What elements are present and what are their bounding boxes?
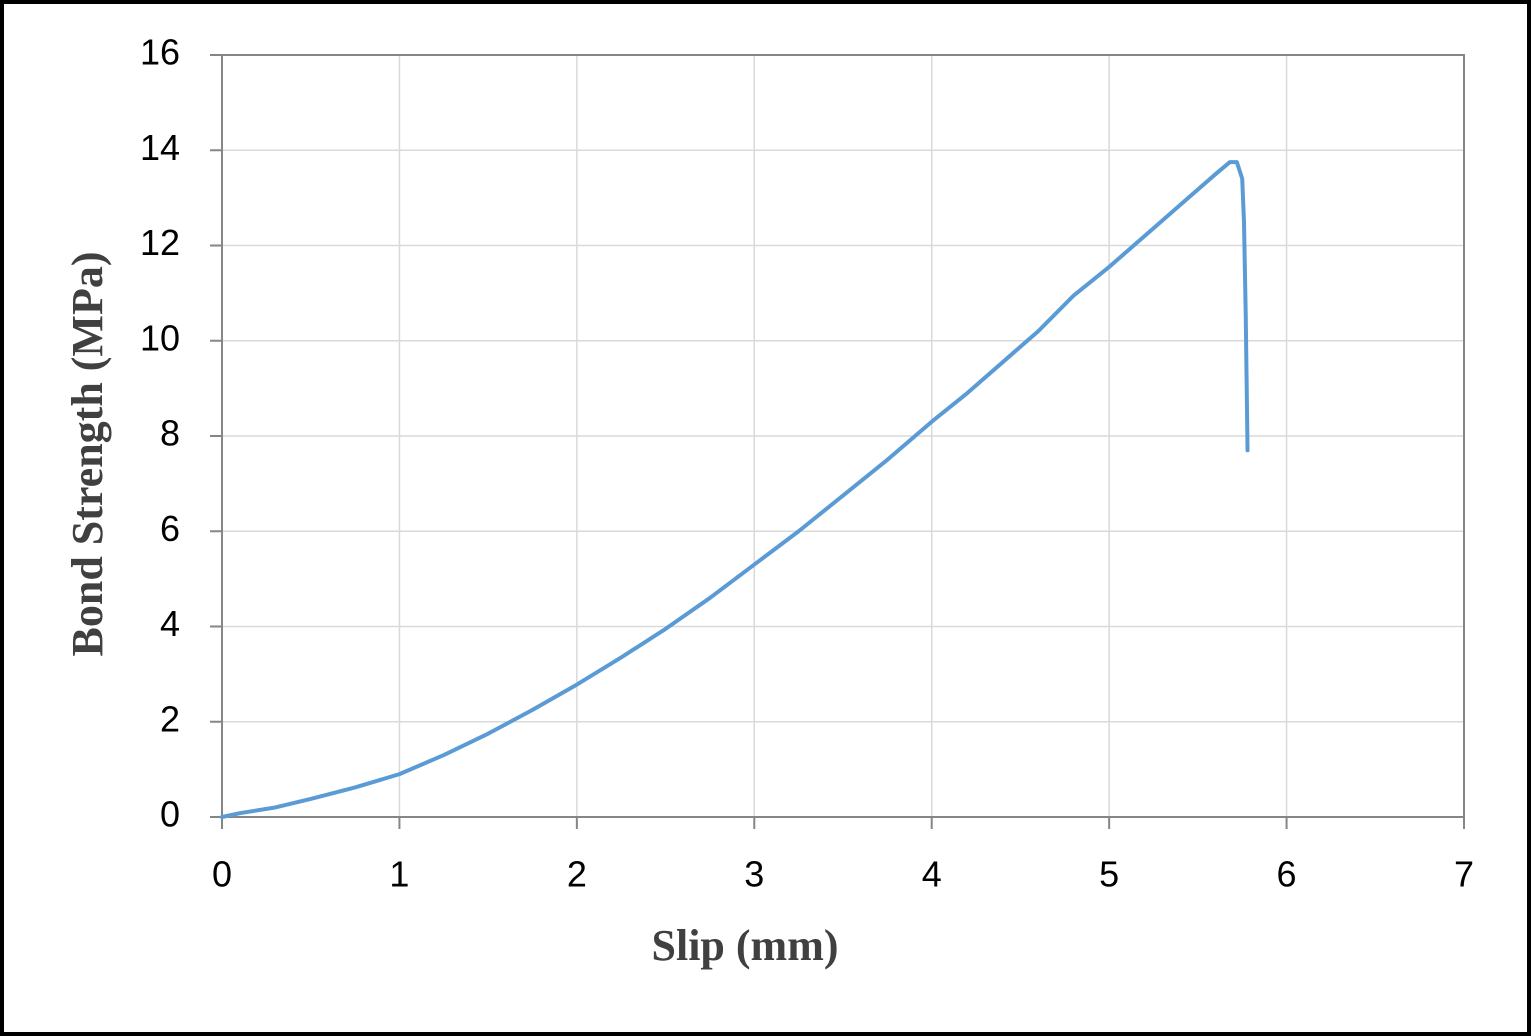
y-tick-label: 0 [160,794,180,835]
y-tick-label: 4 [160,603,180,644]
y-tick-label: 12 [140,222,180,263]
y-axis-title: Bond Strength (MPa) [63,252,112,657]
x-tick-label: 7 [1454,854,1474,895]
plot-border [221,54,1465,818]
data-line [220,160,1250,819]
x-tick-label: 0 [212,854,232,895]
x-tick-label: 1 [389,854,409,895]
y-tick-label: 6 [160,508,180,549]
y-tick-label: 8 [160,413,180,454]
x-tick-label: 2 [567,854,587,895]
x-tick-label: 4 [922,854,942,895]
x-axis-title: Slip (mm) [652,921,839,970]
x-tick-label: 3 [744,854,764,895]
y-tick-label: 16 [140,32,180,73]
y-tick-label: 14 [140,127,180,168]
x-tick-label: 6 [1277,854,1297,895]
y-tick-label: 2 [160,698,180,739]
y-tick-label: 10 [140,317,180,358]
x-tick-label: 5 [1099,854,1119,895]
